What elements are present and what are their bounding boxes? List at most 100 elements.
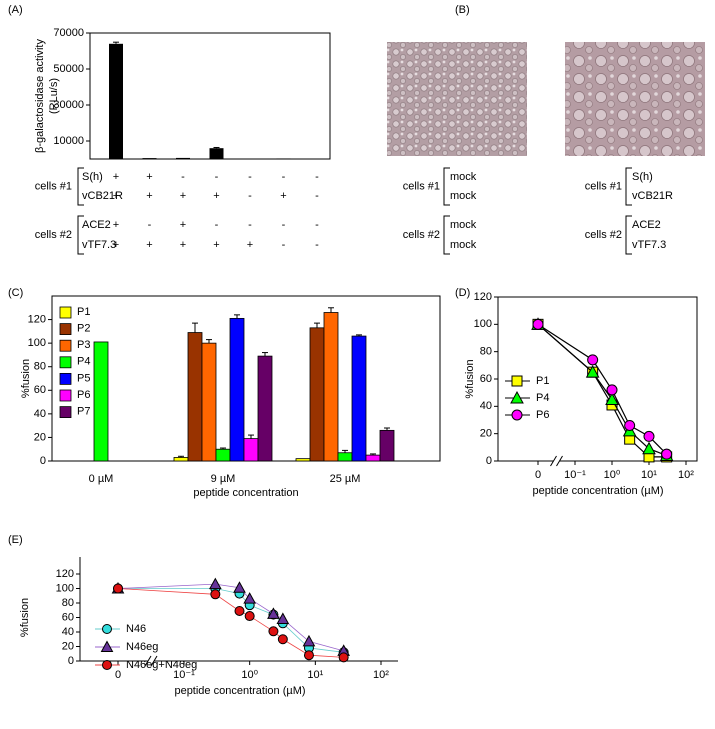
y-tick-label: 100 xyxy=(56,582,74,594)
x-tick-label: 10⁰ xyxy=(241,669,258,681)
bar xyxy=(337,452,353,462)
y-tick-label: 120 xyxy=(28,313,46,325)
row-name: vCB21R xyxy=(82,190,123,202)
data-point xyxy=(605,392,619,405)
y-tick-label: 80 xyxy=(62,597,74,609)
legend-label: P6 xyxy=(536,409,549,421)
cell-mark: - xyxy=(282,219,286,231)
bar xyxy=(351,335,367,462)
cell-mark: + xyxy=(247,239,253,251)
data-point xyxy=(661,448,673,460)
plot-frame xyxy=(89,32,331,160)
legend-label: P1 xyxy=(77,306,90,318)
x-tick-label: 25 µM xyxy=(330,473,361,485)
x-axis-label: peptide concentration xyxy=(193,487,298,499)
data-point xyxy=(276,612,290,624)
y-axis-label: β-galactosidase activity xyxy=(34,39,46,153)
data-point xyxy=(244,611,255,622)
y-tick-label: 80 xyxy=(480,346,492,358)
cell-mark: - xyxy=(315,171,319,183)
y-tick-label: 20 xyxy=(62,640,74,652)
y-axis-label: %fusion xyxy=(464,359,476,398)
panel-label: (E) xyxy=(8,534,23,546)
cell-mark: - xyxy=(148,219,152,231)
legend-label: P2 xyxy=(77,323,90,335)
data-point xyxy=(268,626,279,637)
panel-label: (D) xyxy=(455,287,470,299)
legend-label: P1 xyxy=(536,375,549,387)
axis-break-gap xyxy=(553,458,560,464)
y-tick-label: 80 xyxy=(34,361,46,373)
group-label: cells #2 xyxy=(585,229,622,241)
y-tick-label: 60 xyxy=(62,611,74,623)
data-point xyxy=(243,592,257,604)
cell-mark: + xyxy=(213,239,219,251)
bar xyxy=(215,448,231,462)
y-tick-label: 120 xyxy=(474,291,492,303)
bar xyxy=(229,317,245,462)
cell-mark: - xyxy=(215,219,219,231)
bar xyxy=(93,341,109,462)
y-tick-label: 40 xyxy=(62,626,74,638)
data-point xyxy=(585,365,600,378)
bar xyxy=(109,43,123,159)
x-tick-label: 0 µM xyxy=(89,473,114,485)
condition-label: mock xyxy=(450,239,477,251)
x-tick-label: 10² xyxy=(373,669,389,681)
group-label: cells #1 xyxy=(403,180,440,192)
data-point xyxy=(642,441,656,455)
y-tick-label: 0 xyxy=(486,455,492,467)
x-tick-label: 10⁰ xyxy=(604,469,621,481)
bar xyxy=(176,157,190,159)
group-label: cells #2 xyxy=(403,229,440,241)
bracket xyxy=(625,167,632,206)
condition-label: ACE2 xyxy=(632,219,661,231)
condition-label: vCB21R xyxy=(632,190,673,202)
legend-label: P6 xyxy=(77,389,90,401)
legend-label: P4 xyxy=(77,356,90,368)
y-tick-label: 40 xyxy=(480,400,492,412)
bracket xyxy=(77,215,84,255)
cell-mark: + xyxy=(113,239,119,251)
y-tick-label: 30000 xyxy=(53,99,84,111)
axis-break xyxy=(150,655,158,667)
y-tick-label: 70000 xyxy=(53,27,84,39)
bar xyxy=(257,355,273,462)
x-tick-label: 0 xyxy=(535,469,541,481)
y-tick-label: 0 xyxy=(68,655,74,667)
legend-swatch xyxy=(59,406,72,419)
cell-mark: + xyxy=(113,219,119,231)
condition-label: vTF7.3 xyxy=(632,239,666,251)
cell-mark: - xyxy=(248,171,252,183)
x-tick-label: 10¹ xyxy=(307,669,323,681)
cell-mark: - xyxy=(315,190,319,202)
data-point xyxy=(208,577,222,590)
legend-label: N46eg+N46eg xyxy=(126,659,197,671)
y-tick-label: 120 xyxy=(56,568,74,580)
legend-swatch xyxy=(59,389,72,402)
y-tick-label: 20 xyxy=(34,431,46,443)
y-tick-label: 20 xyxy=(480,428,492,440)
bar xyxy=(276,158,291,159)
legend-label: N46eg xyxy=(126,641,158,653)
x-tick-label: 10¹ xyxy=(641,469,657,481)
plot-frame xyxy=(497,296,698,462)
bar xyxy=(323,312,339,462)
cell-mark: - xyxy=(282,239,286,251)
cell-mark: + xyxy=(146,190,152,202)
data-point xyxy=(234,605,245,616)
cell-mark: + xyxy=(213,190,219,202)
condition-label: mock xyxy=(450,219,477,231)
data-point xyxy=(606,384,618,396)
x-axis-label: peptide concentration (µM) xyxy=(532,485,663,497)
bar xyxy=(379,429,395,462)
bar xyxy=(201,342,217,462)
data-point xyxy=(267,607,280,619)
legend-swatch xyxy=(59,323,72,336)
axis-break-gap xyxy=(148,658,154,664)
cell-mark: - xyxy=(181,171,185,183)
data-point xyxy=(113,583,123,594)
panel-label: (B) xyxy=(455,4,470,16)
